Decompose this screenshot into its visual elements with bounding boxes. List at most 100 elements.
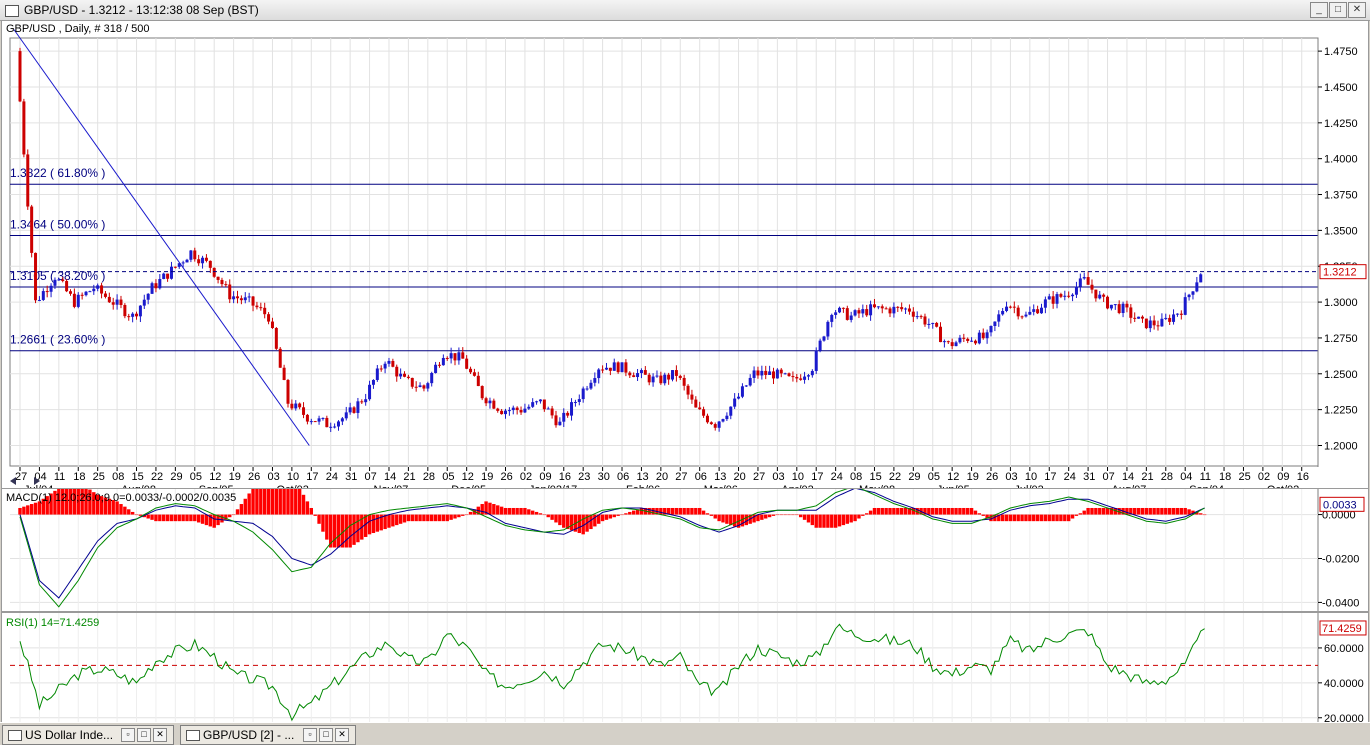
histogram-bar (484, 501, 488, 515)
candle-body (880, 306, 884, 309)
candle-body (263, 307, 267, 315)
candle-body (465, 358, 469, 369)
histogram-bar (682, 507, 686, 515)
histogram-bar (1047, 514, 1051, 522)
close-button[interactable]: ✕ (335, 728, 349, 742)
candle-body (313, 421, 317, 423)
candle-body (150, 283, 154, 294)
candle-body (1071, 294, 1075, 297)
candle-body (309, 421, 313, 423)
maximize-button[interactable]: □ (137, 728, 151, 742)
date-day-label: 26 (986, 471, 998, 483)
fib-level-label: 1.2661 ( 23.60% ) (10, 333, 105, 347)
histogram-bar (325, 514, 329, 540)
rsi-line (19, 623, 1205, 722)
rsi-pane[interactable]: 60.0000 40.0000 20.0000 71.4259 RSI(1) 14=… (1, 612, 1369, 724)
candle-body (197, 259, 201, 264)
candle-body (585, 388, 589, 390)
histogram-bar (868, 510, 873, 515)
histogram-bar (344, 514, 348, 548)
restore-button[interactable]: ▫ (303, 728, 317, 742)
task-gbpusd[interactable]: GBP/USD [2] - ... ▫ □ ✕ (180, 725, 356, 745)
date-month-label: Jun/05 (937, 484, 970, 489)
candle-body (142, 299, 146, 306)
histogram-bar (437, 514, 442, 522)
histogram-bar (729, 514, 733, 526)
maximize-button[interactable]: □ (319, 728, 333, 742)
candle-body (806, 375, 810, 377)
histogram-bar (833, 514, 838, 528)
maximize-button[interactable]: □ (1329, 2, 1347, 18)
candle-body (375, 368, 379, 380)
scroll-left-arrow[interactable] (10, 477, 16, 485)
macd-pane[interactable]: 0.0000 -0.0200 -0.0400 0.0033 MACD(1) 12.0… (1, 488, 1369, 612)
candle-body (1059, 294, 1063, 297)
date-month-label: Aug/07 (1112, 484, 1147, 489)
candle-body (49, 285, 53, 292)
candle-body (336, 421, 340, 427)
candle-body (659, 375, 663, 384)
candle-body (356, 401, 360, 413)
candle-body (900, 307, 904, 310)
candle-body (430, 372, 434, 384)
date-day-label: 28 (423, 471, 435, 483)
candle-body (861, 309, 865, 314)
histogram-bar (391, 514, 395, 527)
histogram-bar (1148, 507, 1152, 515)
histogram-bar (286, 489, 290, 515)
date-day-label: 08 (850, 471, 862, 483)
candle-body (527, 406, 531, 409)
candle-body (612, 362, 616, 371)
histogram-bar (1191, 510, 1195, 515)
close-button[interactable]: ✕ (153, 728, 167, 742)
candle-body (869, 304, 873, 316)
chart-window-icon (8, 730, 22, 741)
candle-body (764, 370, 768, 375)
candle-body (624, 362, 628, 373)
histogram-bar (1167, 507, 1172, 515)
price-axis: 1.4750 1.4500 1.4250 1.4000 1.3750 1.3500 1.32… (1317, 38, 1358, 467)
candle-body (1144, 318, 1148, 329)
date-month-label: Mar/06 (704, 484, 738, 489)
minimize-button[interactable]: _ (1310, 2, 1328, 18)
candle-body (100, 285, 104, 294)
histogram-bar (635, 509, 640, 515)
scroll-right-arrow[interactable] (34, 477, 40, 485)
candle-body (476, 375, 480, 387)
candle-body (962, 337, 966, 339)
date-month-label: Jul/04 (24, 484, 53, 489)
histogram-bar (1055, 514, 1059, 522)
histogram-bar (309, 507, 313, 515)
candle-body (651, 376, 655, 383)
candle-body (208, 260, 212, 268)
histogram-bar (997, 514, 1001, 522)
date-day-label: 27 (753, 471, 765, 483)
date-month-label: May/08 (859, 484, 895, 489)
restore-button[interactable]: ▫ (121, 728, 135, 742)
candle-body (1106, 296, 1110, 309)
date-day-label: 31 (345, 471, 357, 483)
candle-body (935, 322, 939, 327)
candle-body (340, 418, 344, 422)
task-us-dollar-index[interactable]: US Dollar Inde... ▫ □ ✕ (2, 725, 174, 745)
candle-body (915, 316, 919, 318)
candle-body (911, 311, 915, 317)
candle-body (294, 403, 298, 409)
candle-body (826, 321, 830, 337)
histogram-bar (1024, 514, 1028, 522)
candle-body (907, 308, 911, 312)
candle-body (566, 412, 570, 416)
candle-body (286, 379, 290, 404)
price-chart-pane[interactable]: 1.3822 ( 61.80% ) 1.3464 ( 50.00% ) 1.3105… (1, 20, 1369, 490)
close-button[interactable]: ✕ (1348, 2, 1366, 18)
candle-body (717, 421, 721, 428)
histogram-bar (461, 514, 465, 516)
candle-body (756, 370, 760, 376)
histogram-bar (985, 514, 989, 519)
histogram-bar (787, 514, 791, 516)
histogram-bar (398, 514, 403, 524)
candle-body (1086, 277, 1090, 285)
histogram-bar (931, 507, 935, 515)
candle-body (449, 353, 453, 359)
candle-body (1005, 306, 1009, 311)
